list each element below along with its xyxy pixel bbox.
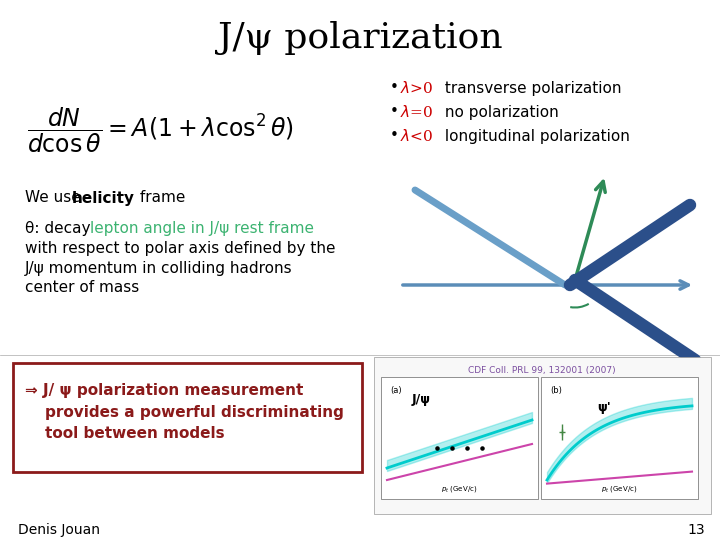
Point bbox=[476, 443, 487, 452]
Text: $\dfrac{dN}{d\cos\theta} = A(1 + \lambda\cos^2\theta)$: $\dfrac{dN}{d\cos\theta} = A(1 + \lambda… bbox=[27, 105, 294, 154]
Text: tool between models: tool between models bbox=[45, 427, 225, 442]
Text: θ: decay: θ: decay bbox=[25, 220, 95, 235]
Text: provides a powerful discriminating: provides a powerful discriminating bbox=[45, 404, 344, 420]
Text: J/ψ momentum in colliding hadrons: J/ψ momentum in colliding hadrons bbox=[25, 260, 292, 275]
Text: center of mass: center of mass bbox=[25, 280, 139, 295]
Text: lepton angle in J/ψ rest frame: lepton angle in J/ψ rest frame bbox=[90, 220, 314, 235]
FancyBboxPatch shape bbox=[374, 357, 711, 514]
Point bbox=[462, 443, 473, 452]
FancyBboxPatch shape bbox=[541, 377, 698, 499]
Text: ⇒ J/ ψ polarization measurement: ⇒ J/ ψ polarization measurement bbox=[25, 382, 303, 397]
Text: with respect to polar axis defined by the: with respect to polar axis defined by th… bbox=[25, 240, 336, 255]
Text: no polarization: no polarization bbox=[440, 105, 559, 119]
Text: We use: We use bbox=[25, 191, 86, 206]
Text: (a): (a) bbox=[390, 386, 402, 395]
Text: CDF Coll. PRL 99, 132001 (2007): CDF Coll. PRL 99, 132001 (2007) bbox=[468, 366, 616, 375]
Point bbox=[431, 443, 443, 452]
Text: J/ψ polarization: J/ψ polarization bbox=[217, 21, 503, 55]
Text: $\lambda$=0: $\lambda$=0 bbox=[400, 104, 433, 120]
Text: 13: 13 bbox=[688, 523, 705, 537]
Text: •: • bbox=[390, 129, 399, 144]
Text: $\lambda$>0: $\lambda$>0 bbox=[400, 80, 433, 96]
Text: longitudinal polarization: longitudinal polarization bbox=[440, 129, 630, 144]
Text: Denis Jouan: Denis Jouan bbox=[18, 523, 100, 537]
FancyBboxPatch shape bbox=[381, 377, 538, 499]
Text: $\lambda$<0: $\lambda$<0 bbox=[400, 128, 433, 144]
Text: (b): (b) bbox=[550, 386, 562, 395]
Text: ψ': ψ' bbox=[597, 402, 611, 415]
Text: •: • bbox=[390, 80, 399, 96]
Text: $p_t$ (GeV/c): $p_t$ (GeV/c) bbox=[441, 484, 477, 494]
FancyBboxPatch shape bbox=[13, 363, 362, 472]
Text: transverse polarization: transverse polarization bbox=[440, 80, 621, 96]
Text: J/ψ: J/ψ bbox=[412, 394, 431, 407]
Text: $p_t$ (GeV/c): $p_t$ (GeV/c) bbox=[600, 484, 637, 494]
Point bbox=[446, 443, 458, 452]
Text: frame: frame bbox=[135, 191, 185, 206]
Text: •: • bbox=[390, 105, 399, 119]
Text: helicity: helicity bbox=[72, 191, 135, 206]
